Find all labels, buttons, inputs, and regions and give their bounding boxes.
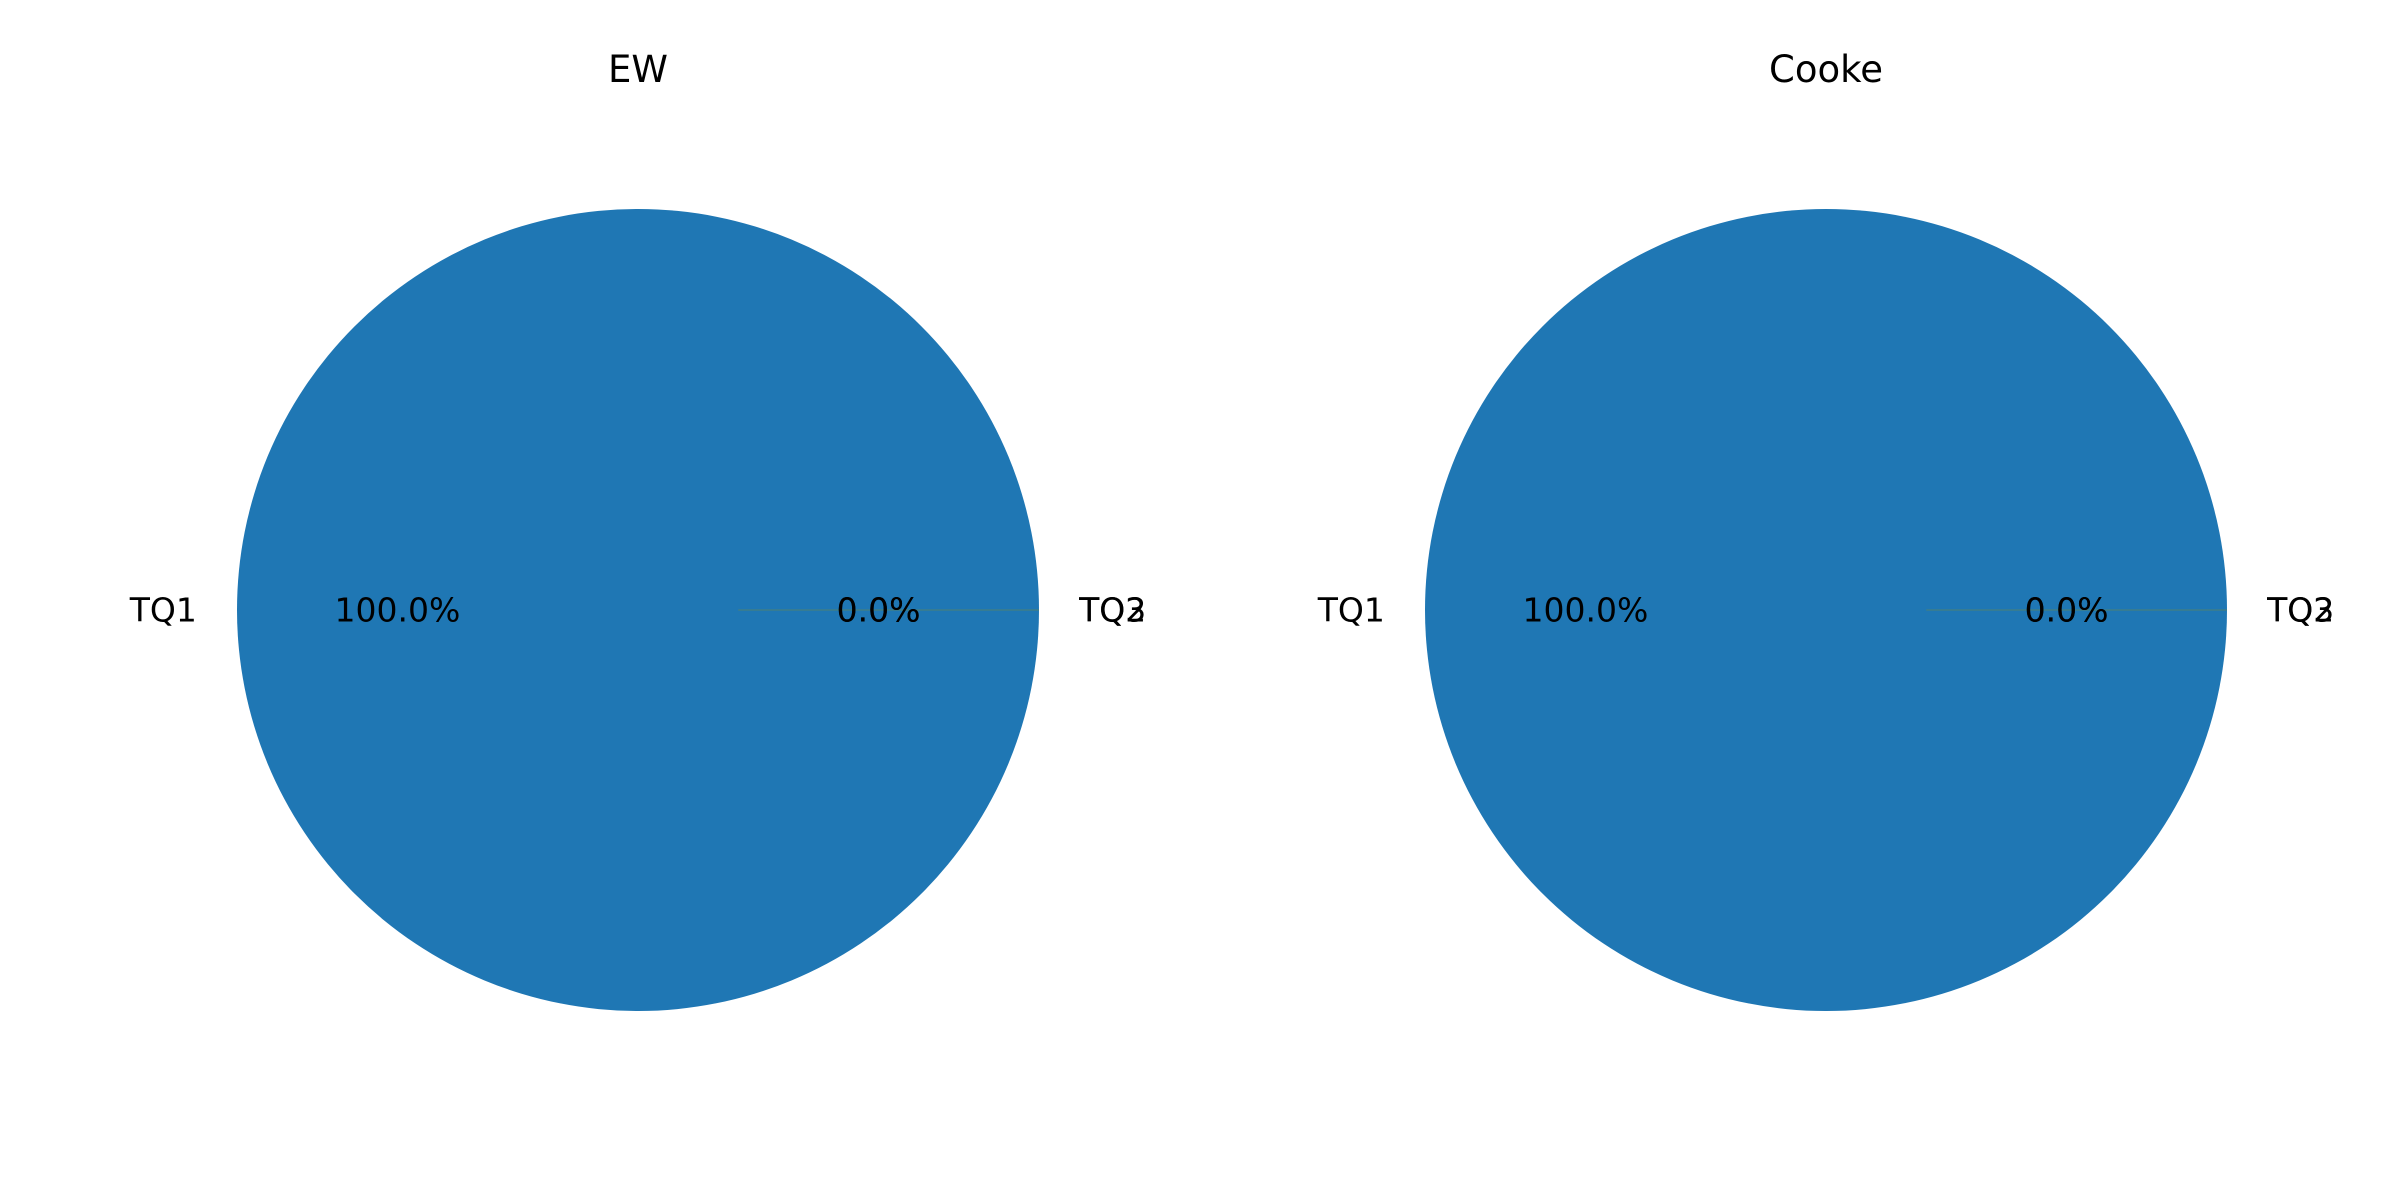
pie-slices bbox=[237, 209, 1039, 1011]
slice-label-tq2: TQ2 bbox=[1078, 591, 1146, 630]
slice-percent-tq1: 100.0% bbox=[334, 591, 460, 630]
slice-percent-tq3: 0.0% bbox=[2025, 591, 2109, 630]
chart-title: EW bbox=[608, 48, 668, 91]
chart-title: Cooke bbox=[1769, 48, 1883, 91]
slice-label-tq2: TQ2 bbox=[2266, 591, 2334, 630]
pie-slice-tq1 bbox=[237, 209, 1039, 1011]
pie-slices bbox=[1425, 209, 2227, 1011]
pie-slice-tq1 bbox=[1425, 209, 2227, 1011]
slice-percent-tq2: 0.0% bbox=[837, 591, 921, 630]
slice-percent-tq2: 0.0% bbox=[2025, 591, 2109, 630]
slice-label-tq1: TQ1 bbox=[1317, 591, 1385, 630]
slice-label-tq1: TQ1 bbox=[129, 591, 197, 630]
slice-percent-tq1: 100.0% bbox=[1522, 591, 1648, 630]
slice-label-tq3: TQ3 bbox=[2266, 591, 2334, 630]
slice-percent-tq3: 0.0% bbox=[837, 591, 921, 630]
slice-label-tq3: TQ3 bbox=[1078, 591, 1146, 630]
